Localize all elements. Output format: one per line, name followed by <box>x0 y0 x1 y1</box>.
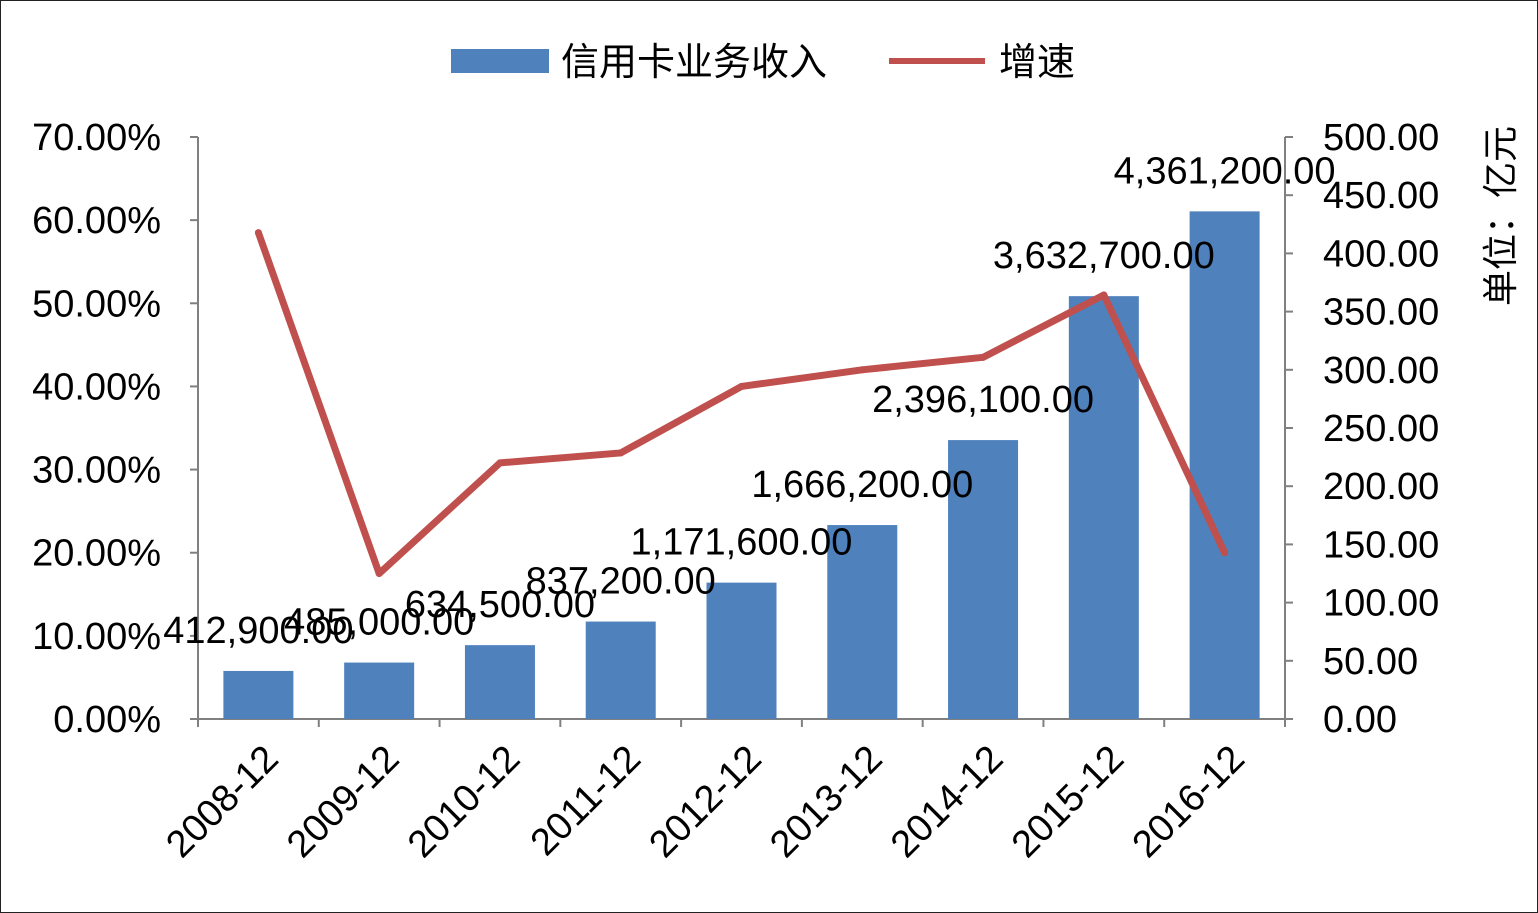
bar-data-label: 485,000.00 <box>284 602 474 644</box>
x-tick-label: 2008-12 <box>158 738 286 866</box>
left-tick-label: 20.00% <box>32 533 161 575</box>
bar <box>948 440 1019 719</box>
line-point <box>1221 549 1229 557</box>
x-tick-label: 2012-12 <box>642 738 770 866</box>
bar-series <box>223 211 1260 719</box>
left-tick-label: 10.00% <box>32 616 161 658</box>
line-point <box>1100 291 1108 299</box>
x-tick-label: 2014-12 <box>883 738 1011 866</box>
left-axis-ticks: 0.00% 10.00% 20.00% 30.00% 40.00% 50.00% 60.00… <box>32 117 198 741</box>
bar <box>1189 211 1260 719</box>
right-tick-label: 250.00 <box>1323 408 1439 450</box>
bar <box>585 621 656 719</box>
legend: 信用卡业务收入 增速 <box>451 40 1075 84</box>
bar-data-label: 2,396,100.00 <box>872 379 1094 421</box>
bar <box>464 645 535 719</box>
line-point <box>496 459 504 467</box>
right-tick-label: 300.00 <box>1323 350 1439 392</box>
bar-data-label: 412,900.00 <box>163 610 353 652</box>
line-point <box>858 366 866 374</box>
x-tick-label: 2011-12 <box>523 738 649 864</box>
x-tick-label: 2016-12 <box>1125 738 1253 866</box>
left-tick-label: 40.00% <box>32 366 161 408</box>
right-tick-label: 100.00 <box>1323 583 1439 625</box>
right-axis-title: 单位：亿元 <box>1481 126 1522 306</box>
line-point <box>738 382 745 390</box>
legend-label-bar: 信用卡业务收入 <box>561 40 827 84</box>
bar-data-label: 634,500.00 <box>405 584 595 626</box>
x-tick-label: 2013-12 <box>762 738 890 866</box>
left-tick-label: 70.00% <box>32 117 161 159</box>
x-tick-label: 2009-12 <box>279 738 407 866</box>
line-series <box>254 229 1229 577</box>
left-tick-label: 50.00% <box>32 283 161 325</box>
right-tick-label: 200.00 <box>1323 466 1439 508</box>
bar <box>223 670 294 719</box>
right-axis-ticks: 0.00 50.00 100.00 150.00 200.00 250.00 300.00 3… <box>1285 117 1439 741</box>
bar-data-label: 1,666,200.00 <box>751 464 973 506</box>
line-point <box>375 570 383 577</box>
x-tick-label: 2010-12 <box>400 738 528 866</box>
left-tick-label: 30.00% <box>32 450 161 492</box>
legend-label-line: 增速 <box>999 40 1075 84</box>
right-tick-label: 500.00 <box>1323 117 1439 159</box>
right-tick-label: 150.00 <box>1323 524 1439 566</box>
bar-data-label: 3,632,700.00 <box>993 235 1215 277</box>
right-tick-label: 350.00 <box>1323 292 1439 334</box>
right-tick-label: 400.00 <box>1323 233 1439 275</box>
legend-swatch-bar <box>451 49 549 73</box>
x-tick-label: 2015-12 <box>1004 738 1132 866</box>
right-tick-label: 450.00 <box>1323 175 1439 217</box>
bar-data-labels: 412,900.00485,000.00634,500.00837,200.00… <box>163 150 1335 652</box>
x-axis-ticks: 2008-122009-122010-122011-122012-122013-… <box>158 719 1286 866</box>
left-tick-label: 60.00% <box>32 200 161 242</box>
line-point <box>254 229 262 237</box>
bar <box>827 525 898 719</box>
right-tick-label: 0.00 <box>1323 699 1397 741</box>
bar <box>344 662 415 719</box>
left-tick-label: 0.00% <box>53 699 161 741</box>
bar <box>706 582 777 719</box>
right-tick-label: 50.00 <box>1323 641 1418 683</box>
bar <box>1068 296 1139 719</box>
bar-data-label: 1,171,600.00 <box>631 522 853 564</box>
line-point <box>617 449 625 457</box>
bar-data-label: 837,200.00 <box>526 561 716 603</box>
line-point <box>979 353 987 361</box>
bar-data-label: 4,361,200.00 <box>1114 150 1336 192</box>
